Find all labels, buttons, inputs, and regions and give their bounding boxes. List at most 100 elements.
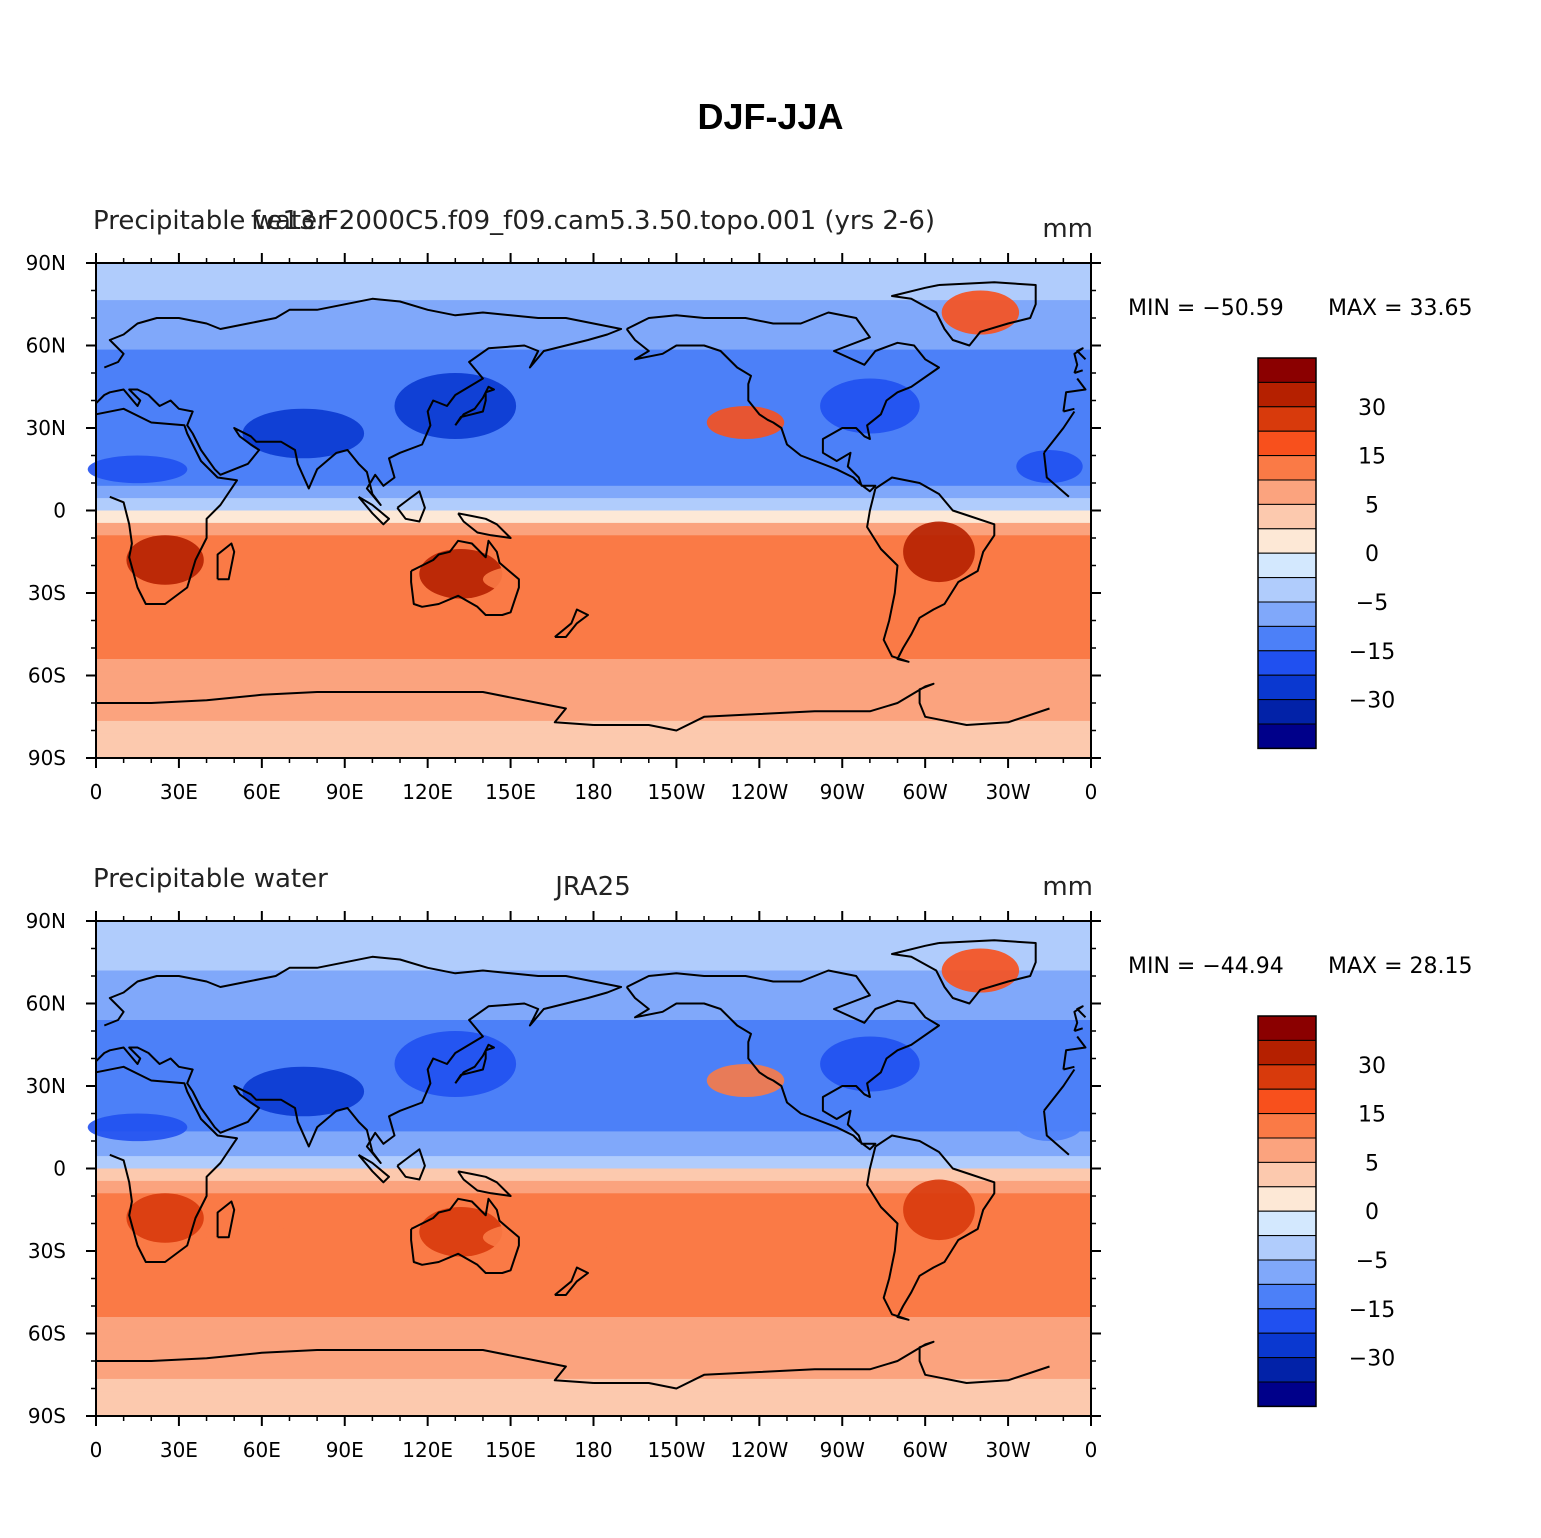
anomaly-region bbox=[941, 948, 1020, 993]
colorbar-tick-label: 15 bbox=[1358, 445, 1386, 470]
map-area bbox=[87, 262, 1092, 759]
colorbar-tick-label: 5 bbox=[1365, 493, 1379, 518]
coastline bbox=[1043, 410, 1076, 454]
field-band bbox=[96, 1057, 1091, 1071]
x-tick-label: 150E bbox=[485, 1438, 536, 1462]
anomaly-region bbox=[903, 1179, 975, 1241]
coastline bbox=[1073, 347, 1087, 374]
field-band bbox=[96, 1180, 1091, 1194]
coastline bbox=[891, 281, 1037, 347]
field-band bbox=[96, 597, 1091, 611]
colorbar-swatch bbox=[1257, 1332, 1317, 1359]
panel-obs: Precipitable water JRA25 mm 0 30E 60E 90E 12… bbox=[26, 864, 1473, 1462]
max-label: MAX = 33.65 bbox=[1328, 296, 1473, 321]
y-tick-label: 30N bbox=[26, 416, 66, 440]
field-band bbox=[96, 1119, 1091, 1132]
y-tick-label: 30N bbox=[26, 1074, 66, 1098]
x-tick-label: 90E bbox=[326, 780, 364, 804]
x-tick-label: 0 bbox=[90, 1438, 103, 1462]
colorbar-swatch bbox=[1257, 479, 1317, 505]
field-band bbox=[96, 1156, 1091, 1170]
y-tick-label: 60S bbox=[28, 1322, 66, 1346]
coastlines bbox=[95, 939, 1087, 1390]
field-band bbox=[96, 621, 1091, 635]
y-tick-label: 90N bbox=[26, 251, 66, 275]
colorbar-swatch bbox=[1257, 650, 1317, 676]
colorbar-tick-label: 0 bbox=[1365, 1200, 1379, 1225]
max-label: MAX = 28.15 bbox=[1328, 954, 1473, 979]
x-tick-label: 60E bbox=[243, 1438, 281, 1462]
colorbar-swatch bbox=[1257, 1235, 1317, 1261]
field-band bbox=[96, 1354, 1091, 1368]
field-band bbox=[96, 498, 1091, 512]
y-tick-label: 0 bbox=[53, 499, 66, 523]
field-band bbox=[96, 275, 1091, 289]
coastline bbox=[1043, 1068, 1076, 1112]
field-band bbox=[96, 696, 1091, 710]
coastline bbox=[95, 407, 238, 605]
x-tick-label: 180 bbox=[574, 1438, 612, 1462]
coastline bbox=[96, 691, 594, 726]
colorbar-tick-label: −5 bbox=[1356, 1249, 1388, 1274]
field-band bbox=[96, 1131, 1091, 1145]
coastline bbox=[410, 1197, 520, 1274]
x-tick-label: 90E bbox=[326, 1438, 364, 1462]
coastline bbox=[625, 969, 940, 1151]
colorbar-swatch bbox=[1257, 1186, 1317, 1212]
y-tick-label: 90N bbox=[26, 909, 66, 933]
field-band bbox=[96, 745, 1091, 759]
coastline bbox=[454, 1043, 495, 1084]
field-band bbox=[96, 1304, 1091, 1318]
colorbar-tick-label: 0 bbox=[1365, 542, 1379, 567]
coastline bbox=[1063, 1065, 1075, 1071]
field-band bbox=[96, 1391, 1091, 1405]
field-band bbox=[96, 1403, 1091, 1417]
anomaly-region bbox=[903, 521, 975, 583]
colorbar-swatch bbox=[1257, 1308, 1317, 1334]
coastline bbox=[625, 311, 940, 493]
anomaly-region bbox=[206, 1220, 290, 1254]
coastline bbox=[357, 495, 390, 526]
x-tick-label: 30W bbox=[985, 1438, 1030, 1462]
field-band bbox=[96, 510, 1091, 524]
colorbar-tick-label: −30 bbox=[1349, 689, 1395, 714]
colorbar-swatch bbox=[1257, 1064, 1317, 1090]
panel-center-title: JRA25 bbox=[553, 872, 631, 902]
field-band bbox=[96, 1106, 1091, 1120]
anomaly-region bbox=[482, 562, 622, 596]
coastline bbox=[216, 1200, 236, 1239]
x-tick-label: 150E bbox=[485, 780, 536, 804]
map-axes: 0 30E 60E 90E 120E 150E 180 150W 120W 90W 60W 30W 09… bbox=[26, 251, 1101, 804]
x-tick-label: 90W bbox=[820, 1438, 865, 1462]
field-band bbox=[96, 1341, 1091, 1355]
field-band bbox=[96, 324, 1091, 338]
colorbar-swatch bbox=[1257, 723, 1317, 749]
anomaly-region bbox=[126, 535, 204, 585]
field-band bbox=[96, 609, 1091, 623]
field-band bbox=[96, 386, 1091, 400]
y-tick-label: 0 bbox=[53, 1157, 66, 1181]
field-band bbox=[96, 349, 1091, 363]
colorbar-swatch bbox=[1257, 601, 1317, 627]
field-band bbox=[96, 362, 1091, 375]
field-band bbox=[96, 646, 1091, 660]
x-tick-label: 30E bbox=[160, 780, 198, 804]
field-band bbox=[96, 659, 1091, 672]
field-band bbox=[96, 1205, 1091, 1219]
field-band bbox=[96, 1267, 1091, 1281]
x-tick-label: 0 bbox=[90, 780, 103, 804]
x-tick-label: 30E bbox=[160, 1438, 198, 1462]
x-tick-label: 60W bbox=[903, 1438, 948, 1462]
anomaly-region bbox=[706, 406, 785, 439]
field-band bbox=[96, 1044, 1091, 1058]
precip-field bbox=[87, 921, 1091, 1417]
field-band bbox=[96, 374, 1091, 388]
field-band bbox=[96, 1143, 1091, 1157]
colorbar-tick-label: 15 bbox=[1358, 1103, 1386, 1128]
min-label: MIN = −50.59 bbox=[1128, 296, 1284, 321]
coastline bbox=[891, 939, 1037, 1005]
anomaly-region bbox=[941, 290, 1020, 335]
field-band bbox=[96, 522, 1091, 536]
field-band bbox=[96, 1007, 1091, 1021]
field-band bbox=[96, 399, 1091, 413]
